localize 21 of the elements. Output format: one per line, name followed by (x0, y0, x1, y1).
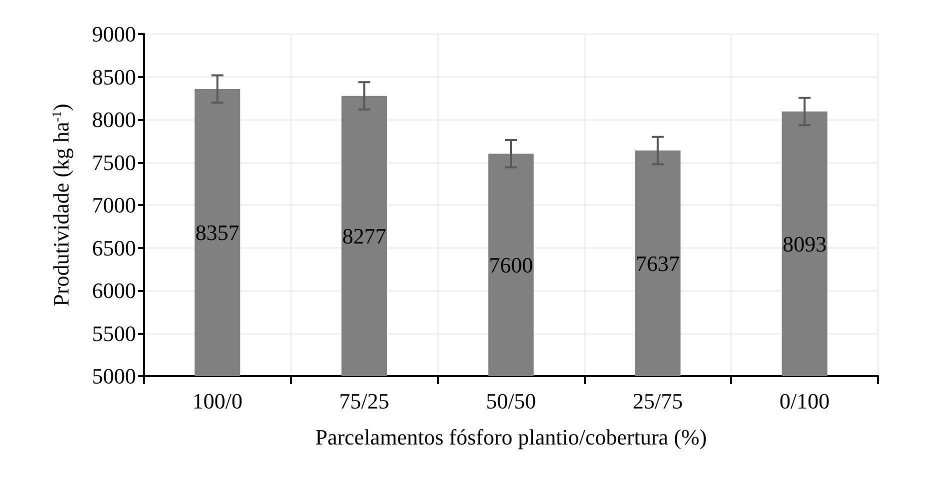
y-tick-label: 6000 (92, 278, 136, 303)
y-tick-label: 6500 (92, 235, 136, 260)
data-label: 7600 (489, 252, 533, 278)
x-axis-title: Parcelamentos fósforo plantio/cobertura (%) (315, 424, 707, 450)
y-tick-label: 7000 (92, 192, 136, 218)
data-label: 8357 (195, 220, 240, 245)
y-tick-label: 8500 (92, 64, 136, 90)
x-tick-label: 0/100 (780, 388, 830, 414)
x-tick-label: 100/0 (192, 388, 242, 414)
data-label: 8093 (782, 231, 827, 256)
y-tick-label: 7500 (92, 150, 136, 175)
x-tick-label: 25/75 (632, 388, 683, 414)
data-label: 7637 (636, 250, 680, 276)
data-label: 8277 (342, 223, 386, 248)
y-tick-label: 8000 (92, 107, 136, 132)
x-tick-label: 50/50 (486, 388, 536, 414)
y-tick-label: 5000 (92, 364, 136, 388)
x-tick-label: 75/25 (339, 388, 390, 414)
y-tick-label: 5500 (92, 320, 136, 346)
y-axis-title: Produtividade (kg ha-1) (48, 104, 74, 306)
y-tick-label: 9000 (92, 22, 136, 46)
